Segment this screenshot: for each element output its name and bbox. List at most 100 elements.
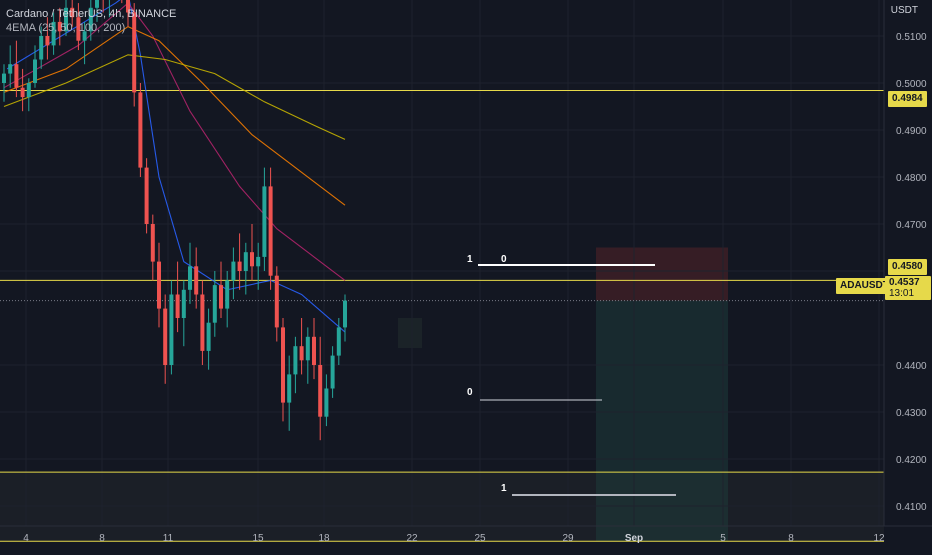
candle[interactable]: [200, 280, 205, 365]
candle-body: [299, 346, 304, 361]
candle-body: [2, 73, 6, 83]
candle[interactable]: [157, 242, 161, 328]
candle[interactable]: [2, 64, 6, 102]
candle[interactable]: [82, 21, 87, 65]
candle-body: [256, 256, 261, 267]
candle[interactable]: [212, 271, 217, 337]
symbol-title[interactable]: Cardano / TetherUS, 4h, BINANCE: [6, 8, 177, 20]
candle-body: [305, 336, 310, 361]
candle-body: [57, 21, 62, 32]
candle-body: [138, 92, 143, 168]
candle[interactable]: [225, 271, 230, 328]
candle-body: [194, 266, 199, 295]
time-tick-label: 5: [720, 533, 726, 544]
candle[interactable]: [299, 318, 304, 375]
time-tick-label: 4: [23, 533, 29, 544]
candle[interactable]: [126, 0, 130, 27]
time-tick-label: 15: [252, 533, 264, 544]
candle[interactable]: [243, 242, 248, 295]
symbol-price-tag: ADAUSDT: [836, 278, 893, 294]
candle[interactable]: [144, 158, 149, 234]
time-tick-label: 25: [474, 533, 486, 544]
price-tick-label: 0.4800: [896, 173, 927, 184]
candle[interactable]: [281, 318, 285, 422]
candle[interactable]: [45, 17, 50, 60]
candle[interactable]: [39, 26, 44, 69]
candle[interactable]: [274, 266, 279, 342]
price-unit-label: USDT: [890, 5, 918, 16]
take-profit-zone[interactable]: [596, 300, 728, 542]
indicator-legend[interactable]: 4EMA (25, 50, 100, 200): [6, 22, 126, 34]
candle[interactable]: [343, 294, 347, 342]
fib-label-low-0: 0: [467, 387, 473, 398]
candle[interactable]: [138, 83, 143, 177]
candle[interactable]: [95, 0, 99, 22]
current-price-value: 0.4537: [889, 277, 920, 288]
candle-body: [281, 327, 285, 403]
candle[interactable]: [51, 12, 56, 55]
candle[interactable]: [250, 224, 254, 281]
candle[interactable]: [318, 336, 323, 441]
candle-body: [20, 87, 25, 98]
candle-body: [324, 388, 329, 417]
candle-body: [336, 327, 341, 356]
candle-body: [212, 285, 217, 323]
candle[interactable]: [150, 214, 155, 281]
candle[interactable]: [206, 308, 211, 370]
candle-body: [45, 36, 50, 46]
candle[interactable]: [330, 346, 335, 398]
candle[interactable]: [268, 167, 273, 290]
time-axis[interactable]: 4 8 11 15 18 22 25 29 Sep 5 8 12: [23, 533, 885, 544]
fib-label-left-1: 1: [467, 254, 473, 265]
candle[interactable]: [163, 294, 168, 384]
candle[interactable]: [175, 261, 180, 333]
candle[interactable]: [26, 78, 31, 112]
stop-loss-zone[interactable]: [596, 247, 728, 301]
candle[interactable]: [188, 242, 192, 304]
candle[interactable]: [262, 167, 267, 271]
candle[interactable]: [181, 280, 186, 347]
candle[interactable]: [101, 0, 105, 13]
candle[interactable]: [256, 242, 261, 290]
time-tick-label: 29: [562, 533, 574, 544]
price-tick-label: 0.4700: [896, 220, 927, 231]
candle-body: [262, 186, 267, 257]
candle[interactable]: [312, 318, 316, 380]
candle[interactable]: [14, 40, 19, 98]
candle-body: [219, 285, 223, 309]
candle[interactable]: [88, 0, 93, 41]
candle[interactable]: [20, 68, 25, 112]
price-tick-label: 0.4400: [896, 361, 927, 372]
candle[interactable]: [194, 247, 199, 309]
candle[interactable]: [293, 336, 298, 394]
candle[interactable]: [76, 3, 81, 51]
current-price-tag: 0.4537 13:01: [885, 276, 931, 300]
time-tick-label: Sep: [625, 533, 643, 544]
time-tick-label: 8: [99, 533, 105, 544]
candle-body: [51, 21, 56, 46]
candle[interactable]: [33, 45, 37, 88]
candle[interactable]: [219, 261, 223, 318]
candle[interactable]: [305, 327, 310, 384]
candle[interactable]: [64, 0, 68, 36]
candle-body: [237, 261, 242, 271]
candle[interactable]: [287, 355, 292, 431]
candle-body: [330, 355, 335, 389]
candle[interactable]: [132, 3, 137, 107]
candle[interactable]: [169, 280, 174, 375]
candle[interactable]: [231, 247, 236, 300]
candle-body: [70, 7, 75, 18]
candle[interactable]: [57, 7, 62, 46]
candle[interactable]: [8, 45, 13, 88]
time-tick-label: 22: [406, 533, 418, 544]
bar-countdown: 13:01: [889, 288, 915, 299]
candle[interactable]: [237, 233, 242, 290]
candle[interactable]: [107, 0, 111, 18]
candle[interactable]: [336, 318, 341, 365]
candle-body: [169, 294, 174, 365]
candle[interactable]: [324, 374, 329, 427]
time-tick-label: 18: [318, 533, 330, 544]
candle[interactable]: [70, 0, 75, 27]
